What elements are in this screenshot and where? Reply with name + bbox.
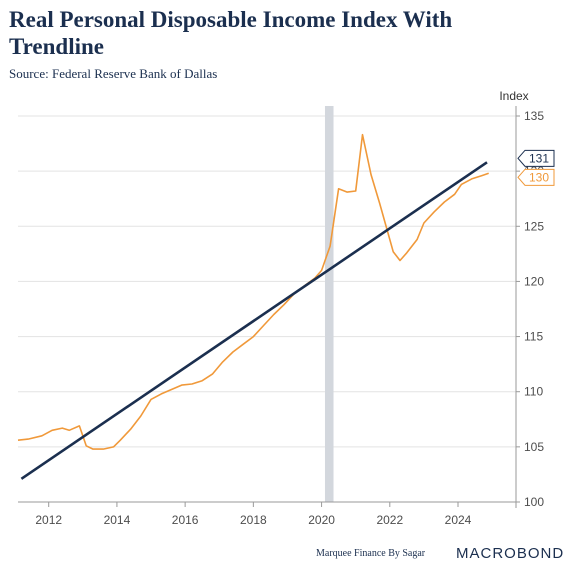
x-tick-label: 2020 [308, 513, 335, 527]
x-tick-label: 2022 [376, 513, 403, 527]
flag-box [517, 168, 555, 186]
x-tick-label: 2024 [445, 513, 472, 527]
y-tick-label: 125 [524, 219, 544, 233]
recession-band [324, 106, 334, 502]
footer-credit: Marquee Finance By Sagar [316, 548, 426, 559]
trend-last-value-flag: 131 [517, 149, 555, 167]
y-tick-label: 110 [524, 385, 543, 399]
y-tick-label: 105 [524, 440, 544, 454]
x-tick-label: 2016 [172, 513, 199, 527]
y-axis-title: Index [499, 89, 528, 103]
y-tick-labels: 100105110115120125130135 [524, 109, 544, 509]
y-tick-label: 135 [524, 109, 544, 123]
x-tick-label: 2014 [104, 513, 131, 527]
flag-box [517, 149, 555, 167]
income-series [17, 133, 489, 450]
y-tick-label: 120 [524, 274, 544, 288]
axes [18, 106, 520, 508]
x-tick-labels: 2012 2014 2016 2018 2020 2022 2024 [35, 513, 471, 527]
y-tick-label: 115 [524, 330, 543, 344]
chart-source: Source: Federal Reserve Bank of Dallas [9, 66, 218, 81]
chart-title: Real Personal Disposable Income Index Wi… [9, 7, 453, 59]
y-tick-label: 100 [524, 495, 544, 509]
grid [18, 115, 516, 503]
series-lines [17, 133, 489, 480]
x-tick-label: 2018 [240, 513, 267, 527]
income-last-value-flag: 130 [517, 168, 555, 186]
x-tick-label: 2012 [35, 513, 62, 527]
brand-logo: MACROBOND [456, 545, 564, 562]
recession-shade [324, 106, 334, 502]
flag-label: 131 [529, 151, 549, 165]
trendline-series [20, 161, 488, 480]
flag-label: 130 [529, 170, 549, 184]
